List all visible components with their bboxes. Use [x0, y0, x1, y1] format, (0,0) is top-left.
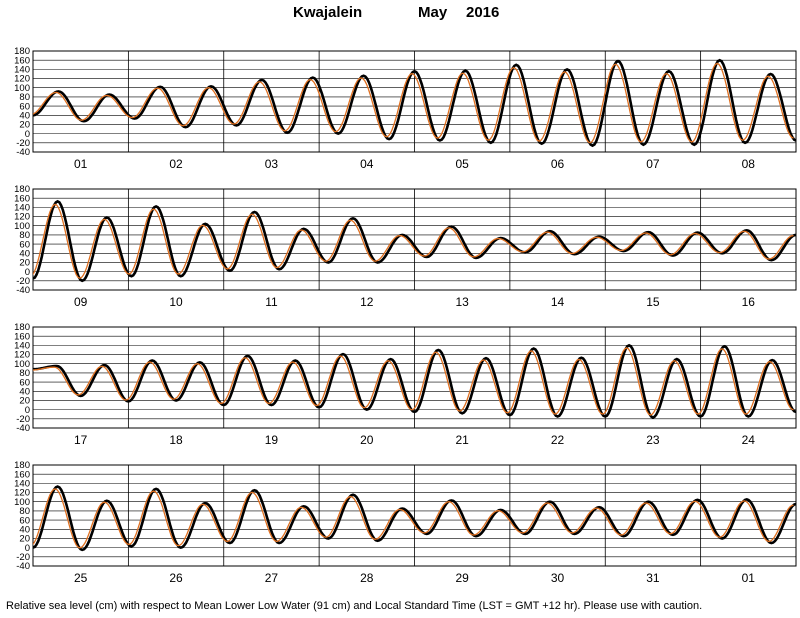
y-tick-label: 100	[14, 221, 30, 232]
y-tick-label: 20	[19, 534, 30, 545]
chart-title-station: Kwajalein	[293, 4, 363, 21]
y-tick-label: 0	[25, 543, 30, 554]
y-tick-label: -20	[16, 414, 30, 425]
y-tick-label: -40	[16, 561, 30, 572]
x-day-label: 13	[456, 295, 470, 309]
x-day-label: 28	[360, 571, 374, 585]
x-day-label: 06	[551, 157, 565, 171]
x-day-label: 19	[265, 433, 279, 447]
y-tick-label: 100	[14, 497, 30, 508]
chart-title-month: May	[418, 4, 448, 21]
y-tick-label: 80	[19, 506, 30, 517]
series-line-observed	[33, 343, 796, 419]
y-tick-label: 180	[14, 46, 30, 57]
y-tick-label: -20	[16, 138, 30, 149]
y-tick-label: 100	[14, 83, 30, 94]
y-tick-label: 80	[19, 230, 30, 241]
x-day-label: 26	[169, 571, 183, 585]
y-tick-label: 120	[14, 74, 30, 85]
x-day-label: 08	[742, 157, 756, 171]
y-tick-label: 0	[25, 267, 30, 278]
x-day-label: 09	[74, 295, 88, 309]
x-day-label: 10	[169, 295, 183, 309]
chart-title-year: 2016	[466, 4, 500, 21]
y-tick-label: 40	[19, 110, 30, 121]
y-tick-label: 120	[14, 488, 30, 499]
y-tick-label: 180	[14, 322, 30, 333]
series-line-predicted	[33, 203, 794, 279]
series-line-predicted	[33, 62, 794, 144]
y-tick-label: 160	[14, 331, 30, 342]
x-day-label: 01	[74, 157, 88, 171]
x-day-label: 03	[265, 157, 279, 171]
x-day-label: 31	[646, 571, 660, 585]
x-day-label: 02	[169, 157, 183, 171]
y-tick-label: 0	[25, 129, 30, 140]
y-tick-label: -40	[16, 423, 30, 434]
x-day-label: 16	[742, 295, 756, 309]
y-tick-label: 60	[19, 515, 30, 526]
x-day-label: 20	[360, 433, 374, 447]
y-tick-label: 140	[14, 341, 30, 352]
x-day-label: 04	[360, 157, 374, 171]
series-line-observed	[33, 58, 796, 148]
x-day-label: 12	[360, 295, 374, 309]
panel-frame	[32, 50, 797, 153]
y-tick-label: 120	[14, 212, 30, 223]
y-tick-label: 80	[19, 368, 30, 379]
x-day-label: 05	[456, 157, 470, 171]
x-day-label: 25	[74, 571, 88, 585]
y-tick-label: 40	[19, 524, 30, 535]
x-day-label: 24	[742, 433, 756, 447]
x-day-label: 17	[74, 433, 88, 447]
y-tick-label: -40	[16, 285, 30, 296]
y-tick-label: 180	[14, 460, 30, 471]
y-tick-label: 20	[19, 396, 30, 407]
series-line-observed	[33, 485, 796, 552]
y-tick-label: 60	[19, 377, 30, 388]
y-tick-label: 20	[19, 120, 30, 131]
panel-frame	[32, 326, 797, 429]
x-day-label: 14	[551, 295, 565, 309]
series-line-predicted	[33, 488, 794, 549]
y-tick-label: 160	[14, 55, 30, 66]
y-tick-label: 80	[19, 92, 30, 103]
y-tick-label: 120	[14, 350, 30, 361]
y-tick-label: -40	[16, 147, 30, 158]
x-day-label: 29	[456, 571, 470, 585]
y-tick-label: 60	[19, 239, 30, 250]
x-day-label: 18	[169, 433, 183, 447]
y-tick-label: -20	[16, 552, 30, 563]
y-tick-label: 140	[14, 479, 30, 490]
y-tick-label: 140	[14, 65, 30, 76]
y-tick-label: 0	[25, 405, 30, 416]
y-tick-label: 100	[14, 359, 30, 370]
x-day-label: 23	[646, 433, 660, 447]
series-line-predicted	[33, 347, 794, 416]
y-tick-label: 40	[19, 248, 30, 259]
chart-footnote: Relative sea level (cm) with respect to …	[6, 600, 703, 612]
y-tick-label: 180	[14, 184, 30, 195]
x-day-label: 11	[265, 295, 278, 309]
x-day-label: 07	[646, 157, 660, 171]
y-tick-label: 160	[14, 193, 30, 204]
panel-frame	[32, 188, 797, 291]
x-day-label: 15	[646, 295, 660, 309]
y-tick-label: 40	[19, 386, 30, 397]
panel-frame	[32, 464, 797, 567]
y-tick-label: 20	[19, 258, 30, 269]
y-tick-label: 160	[14, 469, 30, 480]
y-tick-label: 140	[14, 203, 30, 214]
y-tick-label: -20	[16, 276, 30, 287]
x-day-label: 01	[742, 571, 756, 585]
x-day-label: 22	[551, 433, 565, 447]
x-day-label: 27	[265, 571, 279, 585]
x-day-label: 21	[456, 433, 470, 447]
x-day-label: 30	[551, 571, 565, 585]
y-tick-label: 60	[19, 101, 30, 112]
